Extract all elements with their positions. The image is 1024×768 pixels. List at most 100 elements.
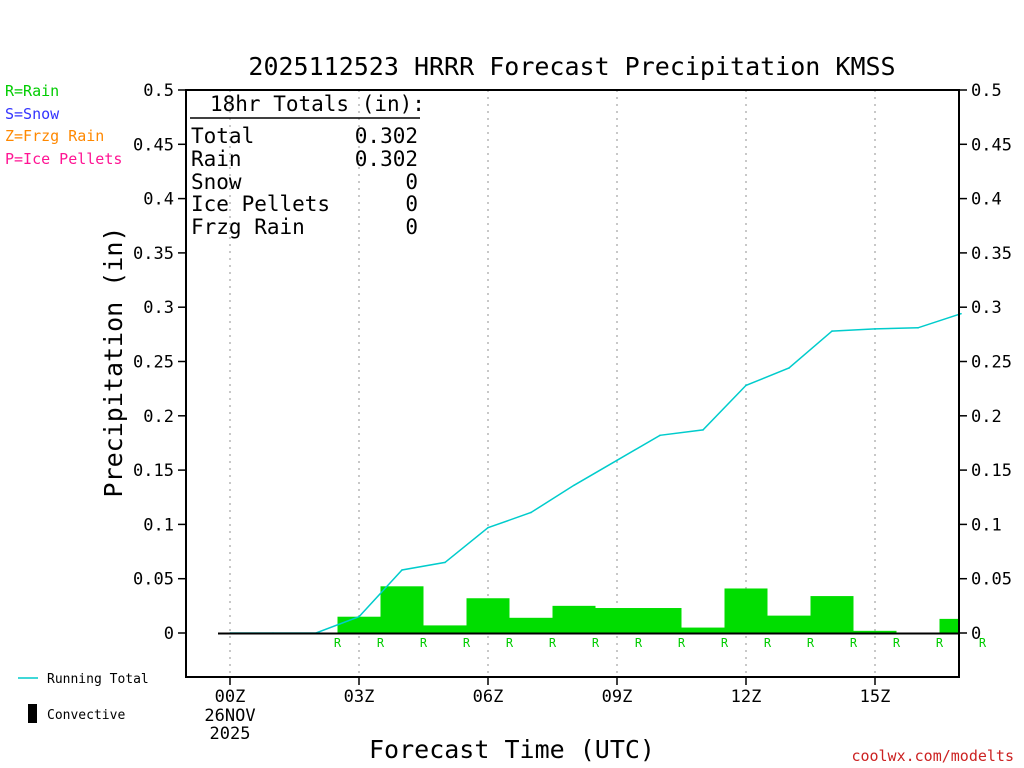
precip-type-label-hour-18: R — [979, 636, 987, 650]
x-tick-label-0: 00Z — [215, 687, 246, 707]
totals-label-frzg-rain: Frzg Rain — [191, 215, 305, 239]
x-tick-date-0: 26NOV — [204, 706, 255, 726]
y-tick-label-right-0: 0 — [971, 624, 981, 644]
y-tick-label-left-4: 0.2 — [143, 407, 174, 427]
precip-type-label-hour-11: R — [678, 636, 686, 650]
legend-frzg-rain: Z=Frzg Rain — [5, 127, 104, 145]
precip-type-label-hour-3: R — [334, 636, 342, 650]
y-tick-label-right-7: 0.35 — [971, 244, 1012, 264]
running-total-point-17 — [960, 312, 962, 315]
gridlines — [229, 90, 876, 677]
running-total-point-16 — [917, 327, 919, 329]
bar-hour-9 — [595, 608, 639, 633]
running-total-point-3 — [358, 615, 360, 618]
precip-type-label-hour-7: R — [506, 636, 514, 650]
running-total-point-7 — [530, 511, 532, 514]
precip-type-label-hour-10: R — [635, 636, 643, 650]
plot-frame — [185, 89, 960, 678]
bar-hour-14 — [810, 596, 854, 633]
precip-type-label-hour-4: R — [377, 636, 385, 650]
totals-heading: 18hr Totals (in): — [210, 92, 425, 116]
totals-label-snow: Snow — [191, 170, 242, 194]
y-tick-label-right-10: 0.5 — [971, 81, 1002, 101]
credit-link[interactable]: coolwx.com/modelts — [851, 747, 1014, 765]
y-tick-label-left-0: 0 — [164, 624, 174, 644]
running-total-point-11 — [702, 429, 704, 431]
running-total-point-14 — [831, 330, 833, 332]
bar-hour-8 — [552, 605, 596, 633]
y-tick-label-right-6: 0.3 — [971, 298, 1002, 318]
y-tick-label-left-3: 0.15 — [133, 461, 174, 481]
precip-type-label-hour-16: R — [893, 636, 901, 650]
running-total-point-9 — [616, 459, 618, 462]
y-tick-label-right-8: 0.4 — [971, 190, 1002, 210]
bar-hour-12 — [724, 588, 768, 633]
y-tick-label-left-7: 0.35 — [133, 244, 174, 264]
totals-label-rain: Rain — [191, 147, 242, 171]
y-tick-label-left-5: 0.25 — [133, 353, 174, 373]
precip-type-label-hour-13: R — [764, 636, 772, 650]
running-total-point-12 — [745, 384, 747, 387]
precip-type-label-hour-8: R — [549, 636, 557, 650]
bar-hour-15 — [853, 630, 897, 633]
legend-rain: R=Rain — [5, 82, 59, 100]
x-tick-year-0: 2025 — [210, 724, 251, 744]
x-tick-label-3: 09Z — [602, 687, 633, 707]
bar-hour-6 — [466, 598, 510, 633]
legend-ice-pellets: P=Ice Pellets — [5, 150, 122, 168]
y-tick-label-right-5: 0.25 — [971, 353, 1012, 373]
running-total-point-10 — [659, 434, 661, 437]
y-tick-label-left-1: 0.05 — [133, 570, 174, 590]
totals-value-total: 0.302 — [355, 124, 418, 148]
x-tick-label-5: 15Z — [860, 687, 891, 707]
running-total-point-13 — [788, 367, 790, 369]
precip-type-label-hour-12: R — [721, 636, 729, 650]
precip-type-label-hour-17: R — [936, 636, 944, 650]
totals-value-frzg-rain: 0 — [405, 215, 418, 239]
x-axis-label: Forecast Time (UTC) — [369, 735, 655, 764]
chart-title: 2025112523 HRRR Forecast Precipitation K… — [248, 52, 895, 81]
legend-convective-swatch — [28, 704, 37, 723]
x-tick-label-2: 06Z — [473, 687, 504, 707]
y-tick-label-left-8: 0.4 — [143, 190, 174, 210]
bars-group — [337, 586, 958, 633]
y-axis-label: Precipitation (in) — [99, 227, 128, 498]
bar-hour-10 — [638, 608, 682, 633]
running-total-line — [230, 312, 962, 634]
totals-box: 18hr Totals (in): Total 0.302 Rain 0.302… — [190, 92, 425, 239]
bar-hour-4 — [380, 586, 424, 633]
precip-type-label-hour-6: R — [463, 636, 471, 650]
y-tick-label-right-9: 0.45 — [971, 135, 1012, 155]
line-legend: Running Total Convective — [18, 672, 149, 723]
legend-snow: S=Snow — [5, 105, 60, 123]
bar-hour-13 — [767, 615, 811, 633]
legend-running-total: Running Total — [47, 672, 149, 687]
running-total-point-15 — [874, 328, 876, 330]
x-tick-label-4: 12Z — [731, 687, 762, 707]
bar-hour-11 — [681, 627, 725, 633]
precip-type-legend: R=Rain S=Snow Z=Frzg Rain P=Ice Pellets — [5, 82, 122, 168]
legend-convective: Convective — [47, 708, 125, 723]
precip-type-label-hour-14: R — [807, 636, 815, 650]
running-total-point-5 — [444, 561, 446, 564]
running-total-point-4 — [401, 569, 403, 571]
y-tick-label-left-10: 0.5 — [143, 81, 174, 101]
precip-type-label-hour-9: R — [592, 636, 600, 650]
y-tick-label-right-2: 0.1 — [971, 515, 1002, 535]
bar-hour-7 — [509, 617, 553, 633]
y-tick-label-right-3: 0.15 — [971, 461, 1012, 481]
bar-hour-5 — [423, 625, 467, 633]
precip-type-label-hour-5: R — [420, 636, 428, 650]
running-total-point-8 — [573, 484, 575, 487]
y-tick-label-left-6: 0.3 — [143, 298, 174, 318]
y-tick-label-right-4: 0.2 — [971, 407, 1002, 427]
totals-value-snow: 0 — [405, 170, 418, 194]
y-tick-label-left-9: 0.45 — [133, 135, 174, 155]
totals-value-rain: 0.302 — [355, 147, 418, 171]
bar-hour-3 — [337, 616, 381, 633]
totals-label-ice-pellets: Ice Pellets — [191, 192, 330, 216]
running-total-group — [229, 312, 962, 634]
